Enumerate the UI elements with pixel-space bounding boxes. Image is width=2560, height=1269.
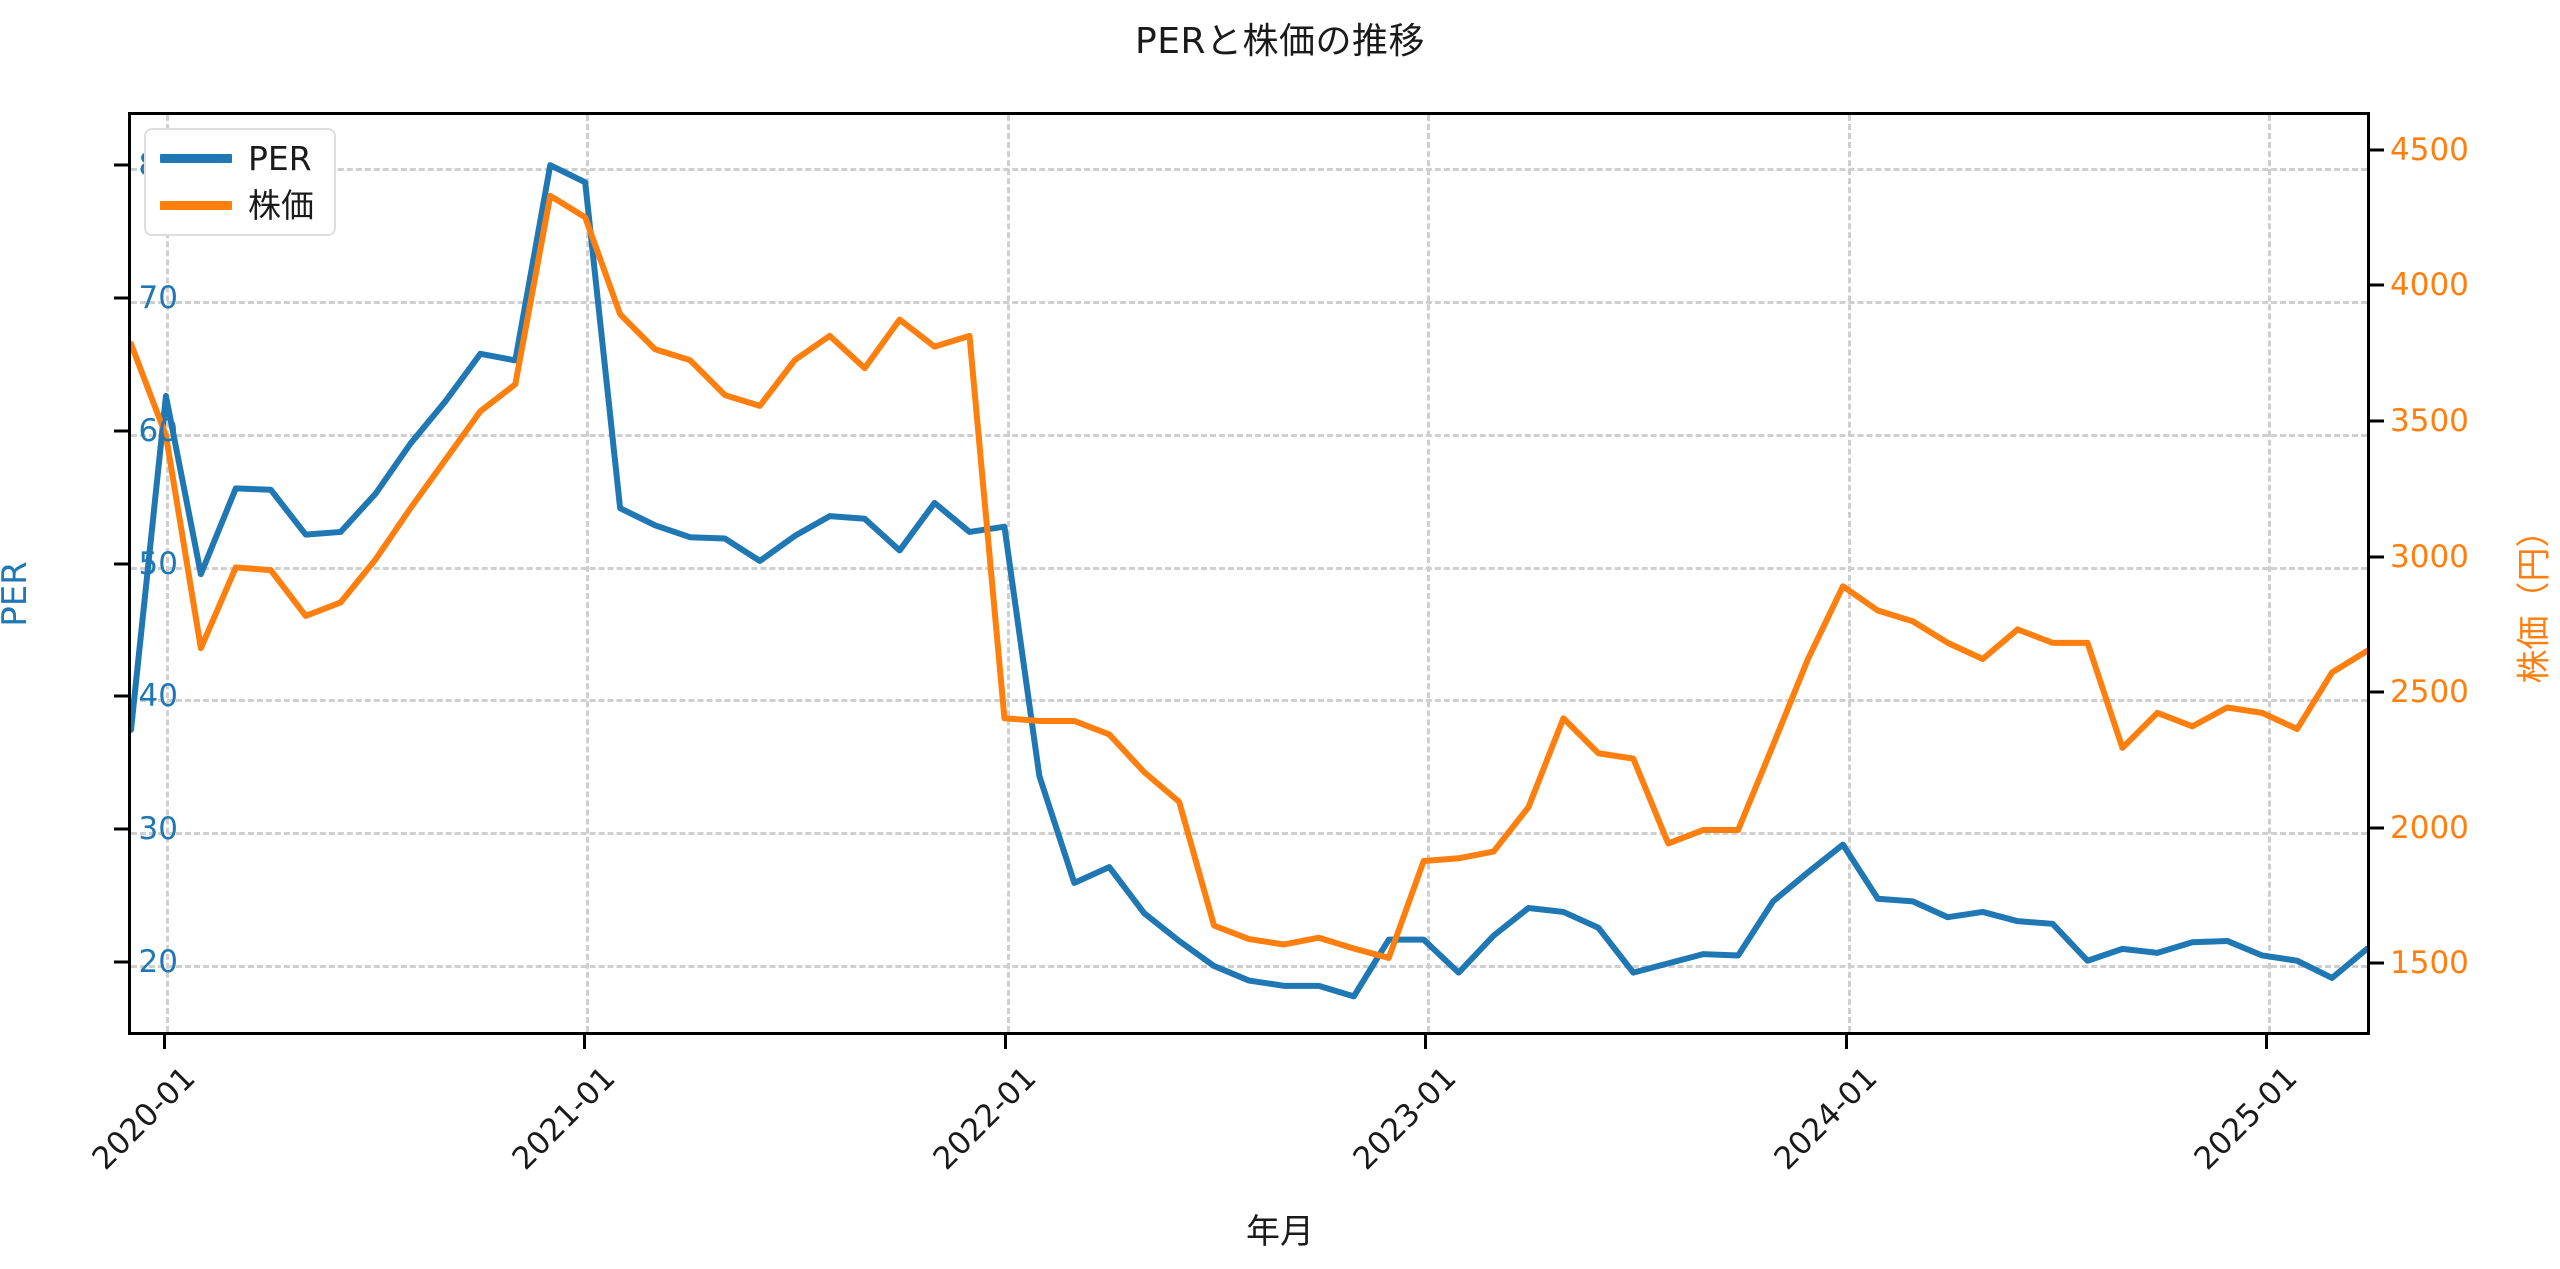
- legend-label-per: PER: [248, 139, 312, 178]
- y-axis-left-tick-label: 50: [138, 545, 178, 582]
- gridline-vertical: [166, 115, 170, 1032]
- y-axis-left-tickmark: [114, 827, 128, 831]
- gridline-vertical: [586, 115, 590, 1032]
- x-axis-tick-label: 2020-01: [85, 1060, 203, 1178]
- page-title: PERと株価の推移: [1135, 21, 1425, 62]
- legend-swatch-kabuka: [160, 201, 232, 210]
- y-axis-right-tickmark: [2370, 961, 2384, 965]
- series-line-kabuka: [131, 196, 2367, 958]
- y-axis-left-tickmark: [114, 694, 128, 698]
- y-axis-right-tickmark: [2370, 690, 2384, 694]
- y-axis-left-tick-label: 60: [138, 412, 178, 449]
- y-axis-right-tick-label: 3000: [2390, 538, 2469, 575]
- gridline-horizontal: [131, 300, 2367, 304]
- y-axis-right-tickmark: [2370, 148, 2384, 152]
- y-axis-right-tick-label: 2000: [2390, 809, 2469, 846]
- y-axis-left-tickmark: [114, 163, 128, 167]
- y-axis-left-tick-label: 30: [138, 811, 178, 848]
- legend-label-kabuka: 株価: [248, 186, 314, 225]
- y-axis-right-tick-label: 4000: [2390, 267, 2469, 304]
- y-axis-left-tick-label: 70: [138, 279, 178, 316]
- gridline-horizontal: [131, 566, 2367, 570]
- y-axis-left-tick-label: 20: [138, 943, 178, 980]
- y-axis-left-label: PER: [0, 561, 35, 627]
- gridline-vertical: [2267, 115, 2271, 1032]
- legend-item-kabuka[interactable]: 株価: [160, 189, 314, 222]
- chart-legend: PER 株価: [144, 128, 336, 236]
- series-line-per: [131, 165, 2367, 996]
- gridline-horizontal: [131, 433, 2367, 437]
- x-axis-tick-label: 2023-01: [1346, 1060, 1464, 1178]
- x-axis-tickmark: [1424, 1035, 1428, 1049]
- x-axis-tickmark: [583, 1035, 587, 1049]
- plot-area: [128, 112, 2370, 1035]
- x-axis-tick-label: 2024-01: [1766, 1060, 1884, 1178]
- gridline-vertical: [1427, 115, 1431, 1032]
- y-axis-right-tick-label: 1500: [2390, 945, 2469, 982]
- gridline-horizontal: [131, 832, 2367, 836]
- gridline-horizontal: [131, 964, 2367, 968]
- y-axis-left-tickmark: [114, 429, 128, 433]
- x-axis-label: 年月: [1246, 1212, 1314, 1252]
- legend-swatch-per: [160, 154, 232, 163]
- y-axis-right-tick-label: 2500: [2390, 674, 2469, 711]
- y-axis-right-tickmark: [2370, 555, 2384, 559]
- y-axis-right-tickmark: [2370, 826, 2384, 830]
- y-axis-left-tick-label: 40: [138, 678, 178, 715]
- y-axis-right-tickmark: [2370, 283, 2384, 287]
- gridline-horizontal: [131, 168, 2367, 172]
- x-axis-tickmark: [1003, 1035, 1007, 1049]
- series-lines: [131, 115, 2367, 1032]
- legend-item-per[interactable]: PER: [160, 142, 314, 175]
- y-axis-right-tick-label: 4500: [2390, 131, 2469, 168]
- y-axis-right-tick-label: 3500: [2390, 403, 2469, 440]
- x-axis-tickmark: [163, 1035, 167, 1049]
- y-axis-left-tickmark: [114, 960, 128, 964]
- gridline-vertical: [1847, 115, 1851, 1032]
- x-axis-tick-label: 2025-01: [2187, 1060, 2305, 1178]
- x-axis-tickmark: [1844, 1035, 1848, 1049]
- gridline-horizontal: [131, 699, 2367, 703]
- plot-clip: [131, 115, 2367, 1032]
- y-axis-left-tickmark: [114, 562, 128, 566]
- x-axis-tick-label: 2021-01: [505, 1060, 623, 1178]
- x-axis-tick-label: 2022-01: [926, 1060, 1044, 1178]
- y-axis-left-tickmark: [114, 296, 128, 300]
- x-axis-tickmark: [2264, 1035, 2268, 1049]
- y-axis-right-tickmark: [2370, 419, 2384, 423]
- y-axis-right-label: 株価（円）: [2514, 513, 2555, 684]
